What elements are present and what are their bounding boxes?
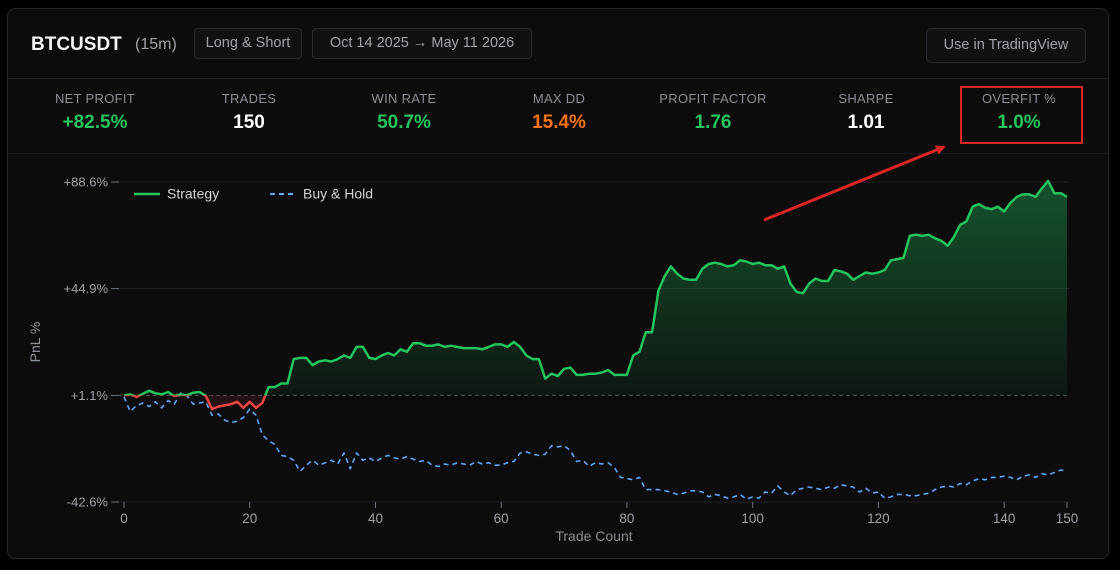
stat-value: 15.4%	[532, 112, 586, 133]
x-axis: 0 20 40 60 80 100 120 140 150	[120, 502, 1078, 526]
annotation-arrow	[763, 145, 946, 222]
x-axis-title: Trade Count	[555, 528, 632, 544]
stat-trades: TRADES 150	[174, 91, 324, 134]
x-tick-label: 120	[867, 511, 890, 526]
stat-overfit: OVERFIT % 1.0%	[944, 91, 1094, 134]
y-tick-label: -42.6%	[67, 495, 109, 510]
y-tick-label: +1.1%	[71, 388, 109, 403]
chart-legend: Strategy Buy & Hold	[134, 186, 373, 202]
stat-label: OVERFIT %	[982, 91, 1056, 106]
stats-row: NET PROFIT +82.5% TRADES 150 WIN RATE 50…	[8, 80, 1108, 154]
x-tick-label: 100	[741, 511, 764, 526]
legend-strategy-label: Strategy	[167, 186, 219, 202]
stat-label: PROFIT FACTOR	[659, 91, 767, 106]
x-tick-label: 40	[368, 511, 383, 526]
mode-chip: Long & Short	[194, 28, 302, 59]
timeframe-label: (15m)	[135, 36, 177, 53]
x-tick-label: 140	[993, 511, 1016, 526]
stat-label: MAX DD	[532, 91, 586, 106]
date-range-chip: Oct 14 2025 → May 11 2026	[312, 28, 532, 59]
x-tick-label: 20	[242, 511, 257, 526]
x-tick-label: 80	[619, 511, 634, 526]
x-tick-label: 60	[494, 511, 509, 526]
stat-value: 1.01	[847, 112, 885, 133]
grid-lines	[118, 181, 1070, 503]
strategy-line	[123, 179, 1068, 396]
y-tick-label: +88.6%	[64, 175, 109, 190]
stat-sharpe: SHARPE 1.01	[791, 91, 941, 134]
stat-value: 150	[233, 112, 265, 133]
x-tick-label: 150	[1056, 511, 1079, 526]
stat-value: 50.7%	[377, 112, 431, 133]
card-header: BTCUSDT (15m) Long & Short Oct 14 2025 →…	[8, 9, 1108, 79]
stat-label: TRADES	[221, 91, 277, 106]
stat-value: 1.76	[694, 112, 732, 133]
stat-win-rate: WIN RATE 50.7%	[329, 91, 479, 134]
plot-area	[123, 179, 1068, 501]
stat-max-dd: MAX DD 15.4%	[484, 91, 634, 134]
stat-net-profit: NET PROFIT +82.5%	[20, 91, 170, 134]
y-axis: +88.6% +44.9% +1.1% -42.6%	[64, 175, 119, 510]
stat-label: WIN RATE	[371, 91, 437, 106]
strategy-area-positive	[124, 181, 1067, 396]
use-in-tradingview-button[interactable]: Use in TradingView	[926, 28, 1086, 63]
stat-label: NET PROFIT	[54, 91, 136, 106]
stat-value: 1.0%	[997, 112, 1041, 133]
y-axis-title: PnL %	[27, 322, 43, 363]
overfit-highlight-box	[960, 86, 1083, 144]
stat-label: SHARPE	[838, 91, 894, 106]
stat-profit-factor: PROFIT FACTOR 1.76	[638, 91, 788, 134]
strategy-area-negative	[132, 395, 266, 410]
y-tick-label: +44.9%	[64, 281, 109, 296]
legend-buy-hold-label: Buy & Hold	[303, 186, 373, 202]
x-tick-label: 0	[120, 511, 128, 526]
stat-value: +82.5%	[62, 112, 128, 133]
symbol-title: BTCUSDT	[31, 34, 122, 55]
buy-hold-line	[123, 392, 1068, 501]
